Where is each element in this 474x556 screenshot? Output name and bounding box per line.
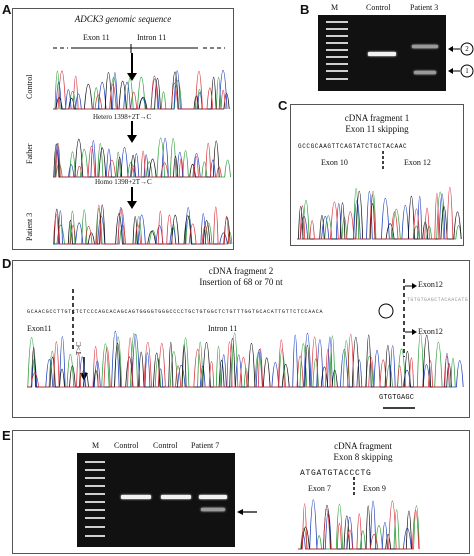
panel-e-exon-right: Exon 9: [363, 484, 386, 493]
panel-e: M Control Control Patient 7 cDNA fragmen…: [12, 430, 470, 554]
father-annotation: Hetero 1398+2T→C: [93, 113, 152, 121]
panel-d-underline: [383, 407, 415, 409]
panel-c-exon-left: Exon 10: [321, 158, 348, 167]
chromatogram-patient: [53, 204, 233, 245]
panel-e-junction: [353, 477, 355, 497]
panel-a: ADCK3 genomic sequence Exon 11 Intron 11…: [12, 8, 234, 250]
panel-d-alt-sequence: TGTGTGAGCTACAACATG: [407, 297, 469, 303]
gel-e: [77, 453, 235, 547]
panel-label-c: C: [278, 98, 288, 113]
e-skip-band-arrow: [237, 509, 257, 515]
marker-2: 2: [465, 45, 469, 53]
panel-c: cDNA fragment 1 Exon 11 skipping GCCGCAA…: [290, 104, 464, 246]
lane-label-m: M: [331, 3, 339, 12]
lane-label-patient-3: Patient 3: [410, 3, 439, 12]
panel-d-exon12-arrow-top: [405, 283, 417, 289]
chromatogram-father: [53, 137, 231, 178]
panel-e-sequence: ATGATGTACCCTG: [300, 469, 372, 478]
mutation-arrow-patient: [127, 187, 137, 209]
panel-c-junction: [382, 151, 384, 171]
e-lane-label-patient-7: Patient 7: [191, 441, 220, 450]
chromatogram-trace: [53, 71, 230, 110]
control-band: [368, 52, 396, 56]
panel-c-exon-right: Exon 12: [404, 158, 431, 167]
chromatogram-e: [298, 499, 420, 550]
e-control-2-band: [161, 495, 191, 499]
panel-d-intron: Intron 11: [208, 324, 238, 333]
panel-label-b: B: [300, 2, 310, 17]
patient-band-2: [412, 45, 438, 48]
exon-intron-bracket: [53, 44, 225, 53]
exon-11-label: Exon 11: [83, 33, 110, 42]
e-lane-label-control-2: Control: [153, 441, 178, 450]
panel-c-sequence: GCCGCAAGTTCAGTATCTGCTACAAC: [298, 143, 408, 150]
chromatogram-control: [53, 70, 230, 110]
panel-e-title: cDNA fragment: [334, 441, 392, 451]
patient-annotation: Homo 1398+2T→C: [95, 178, 152, 186]
panel-d-exon12-top: Exon12: [418, 280, 443, 289]
band-1-arrow: [448, 64, 474, 78]
panel-d-exon12-bottom: Exon12: [418, 327, 443, 336]
panel-c-subtitle: Exon 11 skipping: [345, 124, 409, 134]
mutation-arrow-control: [127, 53, 137, 81]
chromatogram-d: [27, 331, 464, 388]
row-label-father: Father: [25, 143, 34, 164]
e-lane-label-control-1: Control: [114, 441, 139, 450]
panel-d-junction-left: [72, 289, 74, 349]
chromatogram-trace: [297, 190, 462, 240]
chromatogram-trace: [53, 137, 231, 178]
panel-label-a: A: [2, 2, 12, 17]
panel-d-junction-right: [403, 279, 405, 357]
panel-d-subtitle: Insertion of 68 or 70 nt: [199, 277, 283, 287]
panel-e-exon-left: Exon 7: [308, 484, 331, 493]
panel-d-exon-left: Exon11: [27, 324, 52, 333]
marker-1: 1: [465, 67, 469, 75]
chromatogram-trace: [298, 500, 420, 550]
chromatogram-trace: [297, 190, 446, 240]
panel-label-d: D: [2, 256, 12, 271]
patient-band-1: [414, 71, 436, 74]
chromatogram-trace: [53, 139, 220, 178]
chromatogram-trace: [53, 142, 222, 178]
e-lane-label-m: M: [92, 441, 100, 450]
panel-d-circle-marker: [378, 303, 394, 319]
chromatogram-trace: [27, 333, 450, 388]
row-label-patient-3: Patient 3: [25, 212, 34, 241]
chromatogram-trace: [27, 334, 452, 388]
chromatogram-trace: [53, 204, 230, 245]
chromatogram-trace: [53, 70, 226, 110]
lane-label-control: Control: [366, 3, 391, 12]
panel-d: cDNA fragment 2 Insertion of 68 or 70 nt…: [12, 260, 470, 418]
panel-c-title: cDNA fragment 1: [344, 113, 410, 123]
chromatogram-trace: [297, 186, 454, 240]
intron-11-label: Intron 11: [137, 33, 167, 42]
panel-e-subtitle: Exon 8 skipping: [333, 452, 393, 462]
panel-a-title: ADCK3 genomic sequence: [74, 14, 172, 24]
panel-d-exon12-arrow-bottom: [405, 329, 417, 335]
e-patient-7-band-lower: [201, 508, 225, 511]
mutation-arrow-father: [127, 121, 137, 143]
e-control-1-band: [121, 495, 151, 499]
row-label-control: Control: [25, 74, 34, 99]
panel-d-sequence: GCAACGCCTTGTCTCTCCCAGCACAGCAGTGGGGTGGGCC…: [27, 309, 324, 315]
chromatogram-c: [297, 186, 462, 240]
band-2-arrow: [448, 42, 474, 56]
panel-d-title: cDNA fragment 2: [208, 266, 274, 276]
chromatogram-trace: [297, 187, 462, 240]
e-patient-7-band-upper: [199, 495, 227, 499]
panel-d-underline-text: GTGTGAGC: [379, 394, 415, 402]
chromatogram-trace: [27, 332, 456, 388]
chromatogram-trace: [298, 499, 412, 550]
panel-label-e: E: [2, 428, 11, 443]
gel-b: [318, 15, 446, 91]
